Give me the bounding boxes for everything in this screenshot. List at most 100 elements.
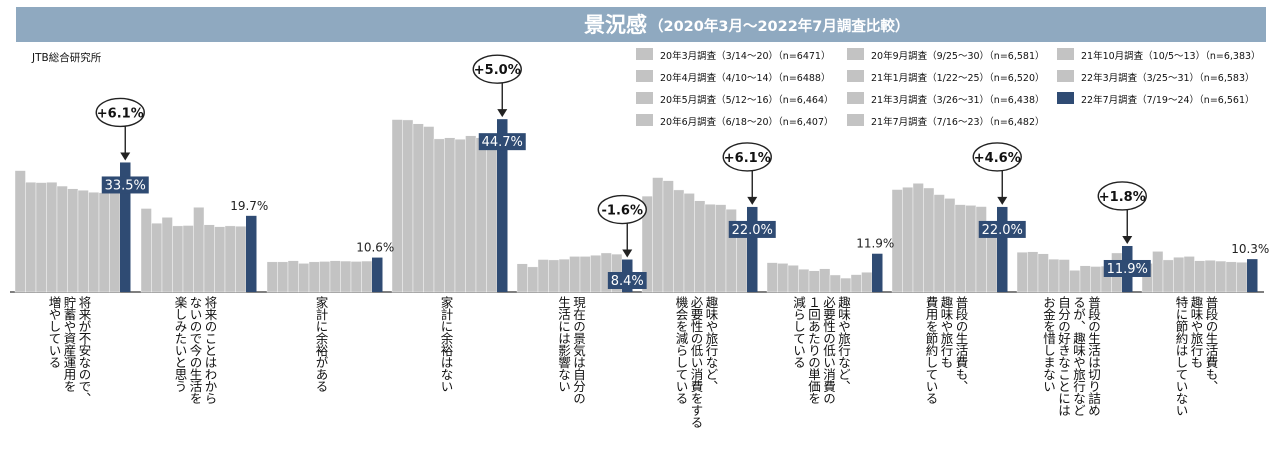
bar-g8-s6 [1079, 265, 1091, 293]
legend-label-7: 21年7月調査（7/16～23）（n=6,482） [871, 116, 1044, 128]
bar-g0-s0 [14, 170, 26, 293]
change-arrow-head-3 [497, 109, 508, 118]
bar-g1-s1 [151, 222, 163, 293]
bar-g4-s7 [590, 255, 602, 293]
bar-g9-s9 [1236, 262, 1248, 293]
bar-g2-s2 [287, 260, 299, 293]
legend-label-6: 21年3月調査（3/26～31）（n=6,438） [871, 94, 1044, 106]
category-label-4: 現在の景気は自分の 生活には影響ない [556, 296, 586, 404]
bar-g6-s4 [808, 270, 820, 293]
change-bubble-5 [722, 142, 772, 172]
bar-g1-s3 [172, 225, 184, 293]
bar-g2-s1 [277, 261, 289, 293]
bar-g1-s8 [224, 225, 236, 293]
bar-g2-s0 [266, 261, 278, 293]
legend: 20年3月調査（3/14～20）（n=6471） 20年4月調査（4/10～14）… [636, 48, 1261, 128]
bar-g8-s7 [1090, 266, 1102, 293]
change-label-7: +4.6% [974, 151, 1021, 166]
source-label: JTB総合研究所 [31, 51, 102, 64]
legend-swatch-7 [847, 114, 864, 126]
value-label-2: 10.6% [356, 241, 394, 255]
bar-g2-s9 [361, 260, 373, 293]
bar-g5-s7 [715, 204, 727, 293]
bar-g3-s3 [423, 126, 435, 293]
legend-label-10: 22年7月調査（7/19～24）（n=6,561） [1081, 94, 1254, 106]
bar-g5-s6 [704, 204, 716, 293]
category-label-1: 将来のことはわから ないので今の生活を 楽しみたいと思う [172, 296, 218, 404]
bar-g7-s7 [965, 205, 977, 293]
category-label-3: 家計に余裕はない [438, 296, 454, 392]
value-box-8 [1103, 259, 1151, 277]
chart-subtitle: （2020年3月～2022年7月調査比較） [649, 17, 909, 35]
value-box-5 [728, 220, 776, 238]
bar-g3-s0 [391, 119, 403, 293]
bar-g4-s1 [527, 266, 539, 293]
change-label-0: +6.1% [97, 106, 144, 121]
category-label-6: 趣味や旅行など、 必要性の低い消費の １回あたりの単価を 減らしている [791, 296, 851, 404]
bar-g9-s10 [1247, 259, 1258, 292]
bar-g1-s10 [246, 215, 257, 292]
legend-swatch-2 [636, 92, 653, 104]
bar-g0-s8 [98, 192, 110, 293]
bar-g0-s7 [88, 192, 100, 293]
legend-label-4: 20年9月調査（9/25～30）（n=6,581） [871, 50, 1044, 62]
bar-g4-s0 [516, 263, 528, 293]
chart-title: 景況感 [584, 13, 647, 37]
value-label-5: 22.0% [732, 223, 773, 238]
change-label-4: -1.6% [602, 204, 643, 219]
bar-g7-s6 [954, 204, 966, 293]
value-box-0 [101, 176, 149, 194]
bar-g8-s2 [1037, 253, 1049, 293]
bar-g5-s5 [694, 200, 706, 293]
bar-g8-s3 [1048, 258, 1060, 293]
bar-g6-s8 [850, 274, 862, 293]
change-label-5: +6.1% [724, 151, 771, 166]
bar-g1-s2 [161, 217, 173, 293]
legend-label-3: 20年6月調査（6/18～20）（n=6,407） [660, 116, 833, 128]
bar-g2-s5 [319, 261, 331, 293]
legend-swatch-8 [1057, 48, 1074, 60]
bar-g5-s2 [662, 180, 674, 293]
bar-g3-s2 [412, 123, 424, 293]
value-box-7 [978, 220, 1026, 238]
bar-g6-s9 [861, 272, 873, 293]
bar-g6-s6 [829, 274, 841, 293]
value-label-1: 19.7% [230, 199, 268, 213]
bar-g0-s2 [35, 182, 47, 293]
bar-g6-s0 [766, 262, 778, 293]
bar-g3-s1 [402, 119, 414, 293]
change-label-3: +5.0% [474, 63, 521, 78]
value-box-3 [478, 133, 526, 151]
bar-g0-s4 [56, 185, 68, 293]
bar-g6-s2 [787, 265, 799, 293]
bar-g7-s8 [975, 206, 987, 293]
legend-swatch-1 [636, 70, 653, 82]
change-bubble-7 [972, 142, 1022, 172]
category-label-7: 普段の生活費も、 趣味や旅行も 費用を節約している [923, 296, 969, 404]
change-arrow-head-5 [747, 196, 758, 205]
bar-g2-s3 [298, 263, 310, 293]
change-arrow-head-7 [997, 196, 1008, 205]
bar-g6-s10 [872, 253, 883, 292]
bar-g4-s4 [558, 258, 570, 293]
bar-g3-s5 [444, 137, 456, 293]
value-label-7: 22.0% [982, 223, 1023, 238]
category-label-9: 普段の生活費も、 趣味や旅行も 特に節約はしていない [1173, 296, 1219, 416]
bar-g9-s7 [1215, 260, 1227, 293]
value-label-3: 44.7% [482, 135, 523, 150]
category-label-8: 普段の生活は切り詰め るが、趣味や旅行など 自分の好きなことには お金を惜しまな… [1041, 296, 1101, 416]
legend-label-0: 20年3月調査（3/14～20）（n=6471） [660, 50, 830, 62]
legend-label-1: 20年4月調査（4/10～14）（n=6488） [660, 72, 830, 84]
bar-g6-s1 [777, 263, 789, 293]
bar-g9-s1 [1152, 251, 1164, 293]
value-label-6: 11.9% [856, 237, 894, 251]
change-bubble-4 [597, 194, 647, 225]
value-label-8: 11.9% [1107, 262, 1148, 277]
change-bubble-3 [472, 54, 522, 84]
bar-g5-s9 [736, 230, 748, 293]
bar-g1-s9 [235, 226, 247, 293]
bar-g1-s5 [193, 207, 205, 293]
legend-swatch-6 [847, 92, 864, 104]
legend-swatch-10 [1057, 92, 1074, 104]
